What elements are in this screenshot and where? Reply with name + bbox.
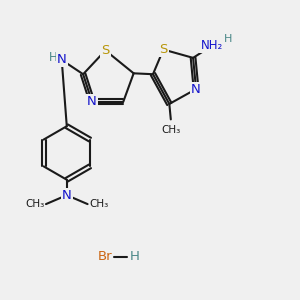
Text: CH₃: CH₃ — [89, 199, 108, 209]
Text: Br: Br — [98, 250, 113, 263]
Text: H: H — [130, 250, 140, 263]
Text: S: S — [101, 44, 110, 57]
Text: CH₃: CH₃ — [25, 199, 44, 209]
Text: N: N — [87, 95, 97, 108]
Text: H: H — [224, 34, 232, 44]
Text: NH₂: NH₂ — [200, 40, 223, 52]
Text: N: N — [191, 82, 201, 96]
Text: N: N — [57, 53, 67, 66]
Text: S: S — [159, 43, 168, 56]
Text: H: H — [49, 51, 58, 64]
Text: CH₃: CH₃ — [161, 125, 180, 135]
Text: N: N — [62, 189, 72, 202]
